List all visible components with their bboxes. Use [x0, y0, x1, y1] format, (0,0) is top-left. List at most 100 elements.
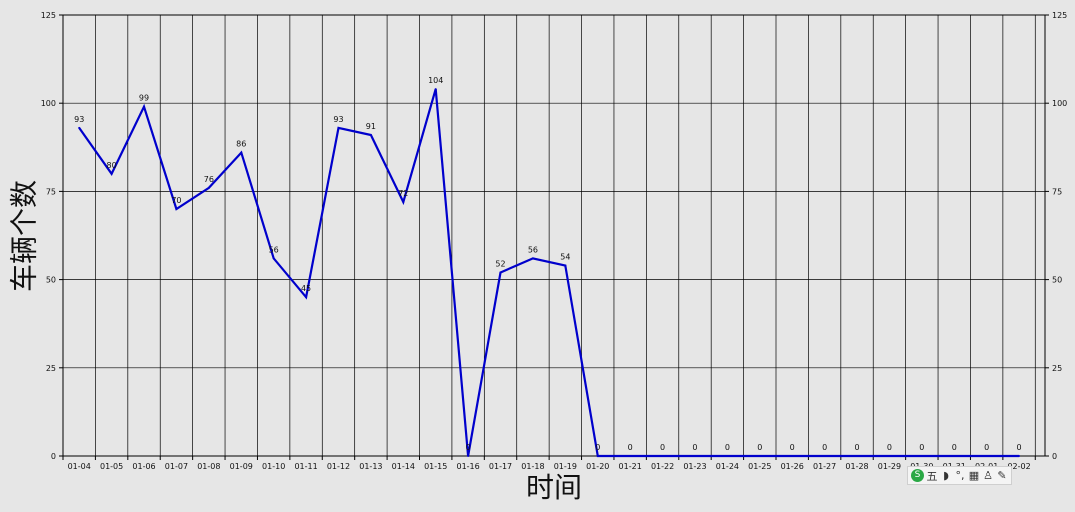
data-point — [920, 455, 923, 457]
y-tick-label: 125 — [1052, 11, 1067, 20]
y-tick-label: 50 — [46, 276, 56, 285]
data-point — [629, 455, 632, 457]
user-icon[interactable]: ♙ — [983, 469, 993, 482]
moon-icon[interactable]: ◗ — [943, 469, 949, 482]
series — [78, 88, 1021, 458]
x-tick-label: 01-29 — [878, 462, 901, 471]
data-label: 0 — [692, 443, 697, 452]
plot-area — [62, 14, 1046, 457]
y-tick-label: 0 — [51, 452, 56, 461]
x-tick-label: 01-06 — [132, 462, 155, 471]
data-label: 0 — [822, 443, 827, 452]
data-label: 0 — [660, 443, 665, 452]
x-tick-label: 01-04 — [68, 462, 91, 471]
data-point — [240, 151, 243, 154]
data-label: 56 — [528, 245, 538, 254]
x-tick-label: 01-25 — [748, 462, 771, 471]
data-label: 0 — [757, 443, 762, 452]
x-tick-label: 01-05 — [100, 462, 123, 471]
data-point — [434, 88, 437, 91]
wrench-icon[interactable]: ✎ — [997, 469, 1007, 482]
data-label: 0 — [595, 443, 600, 452]
data-point — [272, 257, 275, 260]
keyboard-icon[interactable]: ▦ — [968, 469, 980, 482]
x-tick-label: 01-20 — [586, 462, 609, 471]
y-axis-right: 0 25 50 75 100 125 — [1045, 11, 1067, 461]
data-label: 91 — [366, 122, 376, 131]
x-tick-label: 01-28 — [845, 462, 868, 471]
data-label: 0 — [854, 443, 859, 452]
data-label: 0 — [628, 443, 633, 452]
data-point — [207, 186, 210, 189]
data-label: 0 — [1017, 443, 1022, 452]
data-point — [531, 257, 534, 260]
data-label: 70 — [171, 196, 181, 205]
data-point — [175, 208, 178, 211]
data-label: 0 — [984, 443, 989, 452]
y-tick-label: 75 — [1052, 187, 1062, 196]
data-point — [985, 455, 988, 457]
y-axis-title: 车辆个数 — [8, 180, 41, 292]
data-point — [369, 133, 372, 136]
x-tick-label: 01-12 — [327, 462, 350, 471]
y-tick-label: 25 — [46, 364, 56, 373]
y-tick-label: 100 — [41, 99, 56, 108]
data-label: 99 — [139, 94, 149, 103]
data-point — [758, 455, 761, 457]
ime-mode-button[interactable]: 五 — [926, 469, 938, 483]
data-labels: 93 80 99 70 76 86 56 45 93 91 72 104 0 52 56 54 0 0 0 0 0 0 0 0… — [74, 76, 1022, 452]
x-tick-label: 01-07 — [165, 462, 188, 471]
data-point — [467, 455, 470, 457]
x-axis-title: 时间 — [526, 471, 582, 504]
data-label: 72 — [398, 189, 408, 198]
x-tick-label: 01-08 — [197, 462, 220, 471]
data-label: 80 — [107, 161, 117, 170]
y-tick-label: 125 — [41, 11, 56, 20]
y-tick-label: 50 — [1052, 276, 1062, 285]
x-tick-label: 01-09 — [230, 462, 253, 471]
data-point — [143, 105, 146, 108]
data-label: 93 — [74, 115, 84, 124]
x-tick-label: 01-24 — [716, 462, 739, 471]
series-line — [78, 88, 1020, 458]
x-tick-label: 01-11 — [294, 462, 317, 471]
data-label: 0 — [887, 443, 892, 452]
data-point — [693, 455, 696, 457]
data-point — [499, 271, 502, 274]
ime-toolbar[interactable]: S 五 ◗ °, ▦ ♙ ✎ — [907, 466, 1012, 485]
x-tick-label: 01-17 — [489, 462, 512, 471]
data-label: 76 — [204, 175, 214, 184]
x-tick-label: 01-22 — [651, 462, 674, 471]
data-point — [823, 455, 826, 457]
x-tick-label: 01-19 — [554, 462, 577, 471]
data-label: 56 — [269, 245, 279, 254]
x-tick-label: 02-02 — [1007, 462, 1030, 471]
data-point — [305, 296, 308, 299]
data-label: 0 — [466, 443, 471, 452]
data-label: 0 — [790, 443, 795, 452]
data-point — [791, 455, 794, 457]
punctuation-icon[interactable]: °, — [955, 469, 965, 482]
data-point — [953, 455, 956, 457]
y-tick-label: 75 — [46, 187, 56, 196]
data-point — [726, 455, 729, 457]
x-tick-label: 01-15 — [424, 462, 447, 471]
data-label: 0 — [919, 443, 924, 452]
data-label: 104 — [428, 76, 443, 85]
data-point — [856, 455, 859, 457]
x-tick-label: 01-18 — [521, 462, 544, 471]
y-tick-label: 0 — [1052, 452, 1057, 461]
ime-logo-icon[interactable]: S — [911, 469, 924, 482]
x-tick-label: 01-14 — [392, 462, 415, 471]
data-label: 45 — [301, 284, 311, 293]
x-tick-label: 01-23 — [683, 462, 706, 471]
data-label: 86 — [236, 140, 246, 149]
data-label: 0 — [952, 443, 957, 452]
data-point — [596, 455, 599, 457]
data-point — [402, 200, 405, 203]
data-point — [1018, 455, 1021, 457]
y-axis-left: 0 25 50 75 100 125 — [41, 11, 63, 461]
y-tick-label: 25 — [1052, 364, 1062, 373]
x-tick-label: 01-27 — [813, 462, 836, 471]
x-tick-label: 01-13 — [359, 462, 382, 471]
